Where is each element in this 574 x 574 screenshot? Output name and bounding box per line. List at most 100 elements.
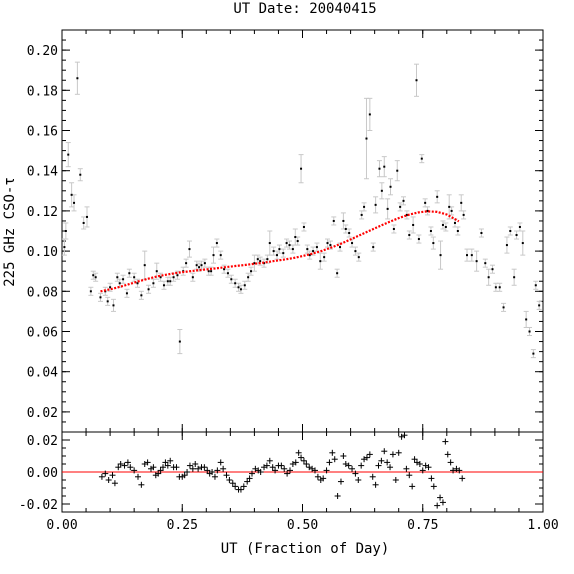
data-point	[480, 232, 483, 235]
data-point	[515, 234, 518, 237]
residual-point	[389, 451, 396, 458]
residual-point	[131, 467, 138, 474]
data-point	[484, 262, 487, 265]
residual-point	[331, 456, 338, 463]
residual-point	[434, 502, 441, 509]
data-point	[312, 250, 315, 253]
data-point	[436, 195, 439, 198]
data-point	[383, 165, 386, 168]
residual-point	[409, 483, 416, 490]
residual-point	[162, 459, 169, 466]
residual-point	[323, 467, 330, 474]
data-point	[82, 221, 85, 224]
residual-point	[447, 459, 454, 466]
data-point	[417, 238, 420, 241]
residual-point	[300, 457, 307, 464]
data-point	[272, 250, 275, 253]
data-point	[166, 280, 169, 283]
residual-point	[403, 465, 410, 472]
data-point	[300, 167, 303, 170]
data-point	[282, 252, 285, 255]
data-point	[380, 189, 383, 192]
residual-point	[223, 472, 230, 479]
residual-point	[229, 480, 236, 487]
data-point	[494, 286, 497, 289]
main-y-tick-label: 0.10	[27, 245, 58, 260]
data-point	[247, 276, 250, 279]
residual-point	[378, 457, 385, 464]
data-point	[432, 242, 435, 245]
residual-point	[204, 467, 211, 474]
data-point	[415, 79, 418, 82]
data-point	[288, 244, 291, 247]
residual-point	[186, 462, 193, 469]
data-point	[448, 205, 451, 208]
residual-point	[281, 465, 288, 472]
data-point	[215, 242, 218, 245]
residual-point	[237, 486, 244, 493]
residual-point	[398, 433, 405, 440]
residual-point	[124, 459, 131, 466]
residual-point	[111, 480, 118, 487]
data-point	[386, 207, 389, 210]
data-point	[336, 272, 339, 275]
data-point	[405, 213, 408, 216]
data-point	[259, 260, 262, 263]
residual-point	[240, 483, 247, 490]
data-point	[525, 318, 528, 321]
data-point	[408, 234, 411, 237]
data-point	[392, 227, 395, 230]
residual-point	[105, 477, 112, 483]
data-point	[344, 227, 347, 230]
residual-point	[411, 456, 418, 463]
main-error-bars	[61, 61, 542, 359]
residual-point	[173, 464, 180, 471]
residual-data-points	[98, 432, 466, 509]
data-point	[291, 248, 294, 251]
res-y-tick-label: 0.02	[27, 434, 58, 449]
data-point	[475, 260, 478, 263]
data-point	[278, 248, 281, 251]
data-point	[276, 254, 279, 257]
residual-point	[314, 473, 321, 480]
residual-point	[226, 477, 233, 483]
data-point	[296, 240, 299, 243]
residual-point	[150, 464, 157, 471]
res-x-tick-label: 0.25	[167, 518, 198, 533]
data-point	[92, 274, 95, 277]
residual-point	[189, 465, 196, 472]
residual-point	[363, 454, 370, 461]
residual-point	[392, 477, 399, 483]
data-point	[118, 282, 121, 285]
residual-point	[134, 473, 141, 480]
residual-point	[395, 449, 402, 456]
data-point	[306, 248, 309, 251]
residual-point	[195, 465, 202, 472]
main-y-tick-label: 0.12	[27, 205, 58, 220]
residual-point	[369, 473, 376, 480]
data-point	[332, 219, 335, 222]
residual-point	[430, 483, 437, 490]
residual-point	[375, 462, 382, 469]
residual-point	[244, 478, 251, 485]
data-point	[491, 268, 494, 271]
main-axis-ticks: 0.02 0.04 0.06 0.08 0.10 0.12 0.14 0.16 0.18 0.20	[27, 30, 544, 432]
data-point	[450, 209, 453, 212]
data-point	[351, 242, 354, 245]
data-point	[162, 284, 165, 287]
data-point	[140, 294, 143, 297]
data-point	[200, 264, 203, 267]
residual-point	[220, 465, 227, 472]
data-point	[125, 292, 128, 295]
residual-point	[444, 451, 451, 458]
residual-point	[303, 461, 310, 467]
res-x-tick-label: 0.00	[46, 518, 77, 533]
data-point	[266, 258, 269, 261]
residual-point	[437, 494, 444, 501]
data-point	[143, 264, 146, 267]
residual-point	[269, 464, 276, 471]
data-point	[396, 169, 399, 172]
residual-point	[450, 467, 457, 474]
residual-point	[263, 462, 270, 469]
residual-point	[456, 467, 463, 474]
